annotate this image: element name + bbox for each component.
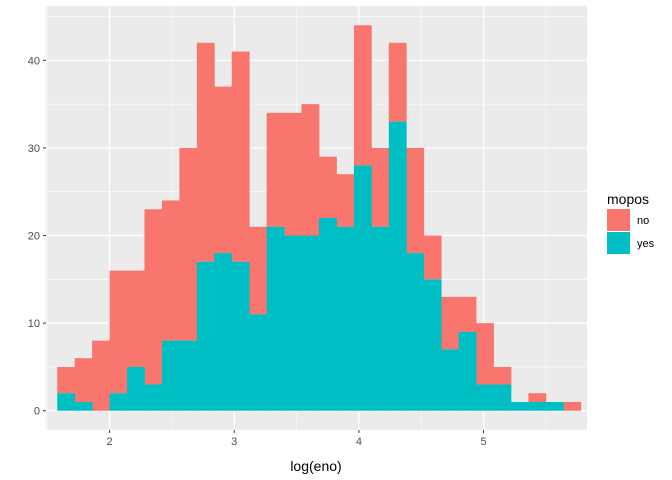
bar-no xyxy=(109,270,128,394)
bar-yes xyxy=(545,401,564,411)
bar-no xyxy=(406,147,425,254)
y-tick-label: 20 xyxy=(28,231,40,243)
bar-no xyxy=(74,358,93,402)
bar-no xyxy=(127,270,145,367)
legend-key-yes xyxy=(607,232,630,254)
bar-no xyxy=(388,42,407,122)
bar-no xyxy=(528,393,547,402)
legend: mopos no yes xyxy=(607,191,655,254)
bar-no xyxy=(336,174,355,227)
bar-yes xyxy=(161,340,180,411)
bar-yes xyxy=(231,261,250,411)
y-tick-label: 0 xyxy=(34,406,40,418)
bar-yes xyxy=(109,393,128,411)
bar-no xyxy=(476,323,494,385)
bar-no xyxy=(563,401,582,411)
bar-yes xyxy=(441,349,460,411)
bar-yes xyxy=(423,279,442,411)
bar-yes xyxy=(493,384,512,411)
bar-yes xyxy=(266,226,285,411)
bar-no xyxy=(353,25,372,166)
legend-key-no xyxy=(607,209,630,231)
bar-yes xyxy=(284,235,302,411)
bar-yes xyxy=(127,366,145,411)
bar-no xyxy=(231,51,250,262)
bar-no xyxy=(57,366,76,394)
legend-label-no: no xyxy=(637,215,649,227)
x-tick-label: 4 xyxy=(356,436,362,448)
bar-yes xyxy=(196,261,215,411)
y-tick-label: 30 xyxy=(28,143,40,155)
bar-yes xyxy=(336,226,355,411)
bar-yes xyxy=(318,218,337,411)
bar-no xyxy=(161,200,180,341)
bar-no xyxy=(441,296,460,350)
x-tick-label: 2 xyxy=(107,436,113,448)
bar-no xyxy=(92,340,110,411)
legend-label-yes: yes xyxy=(637,238,655,250)
bars-no-series xyxy=(57,25,582,411)
bar-no xyxy=(196,42,215,262)
y-axis: 0 10 20 30 40 xyxy=(28,55,46,418)
y-tick-label: 40 xyxy=(28,55,40,67)
bar-yes xyxy=(214,253,233,411)
bar-yes xyxy=(74,401,93,411)
bar-no xyxy=(318,156,337,218)
bar-yes xyxy=(528,401,547,411)
bar-no xyxy=(284,112,302,236)
bar-yes xyxy=(144,384,163,411)
bar-yes xyxy=(57,393,76,411)
bar-no xyxy=(458,296,477,332)
legend-title: mopos xyxy=(607,191,649,207)
bar-yes xyxy=(353,165,372,411)
bar-no xyxy=(144,209,163,385)
bar-yes xyxy=(249,314,268,411)
y-tick-label: 10 xyxy=(28,318,40,330)
bar-no xyxy=(423,235,442,280)
bar-no xyxy=(179,147,198,341)
bar-no xyxy=(266,112,285,227)
bar-no xyxy=(214,86,233,254)
x-axis-title: log(eno) xyxy=(290,458,341,474)
bar-yes xyxy=(458,331,477,411)
bar-yes xyxy=(371,226,390,411)
x-axis: 2 3 4 5 xyxy=(107,430,487,448)
bar-no xyxy=(493,366,512,385)
bar-yes xyxy=(510,401,529,411)
bar-yes xyxy=(406,253,425,411)
bar-yes xyxy=(301,235,320,411)
bar-yes xyxy=(179,340,198,411)
bar-yes xyxy=(388,121,407,411)
bar-no xyxy=(371,147,390,227)
x-tick-label: 3 xyxy=(231,436,237,448)
bar-no xyxy=(301,104,320,236)
bar-no xyxy=(249,226,268,315)
bars-yes-series xyxy=(57,121,564,411)
x-tick-label: 5 xyxy=(480,436,486,448)
bar-yes xyxy=(476,384,494,411)
